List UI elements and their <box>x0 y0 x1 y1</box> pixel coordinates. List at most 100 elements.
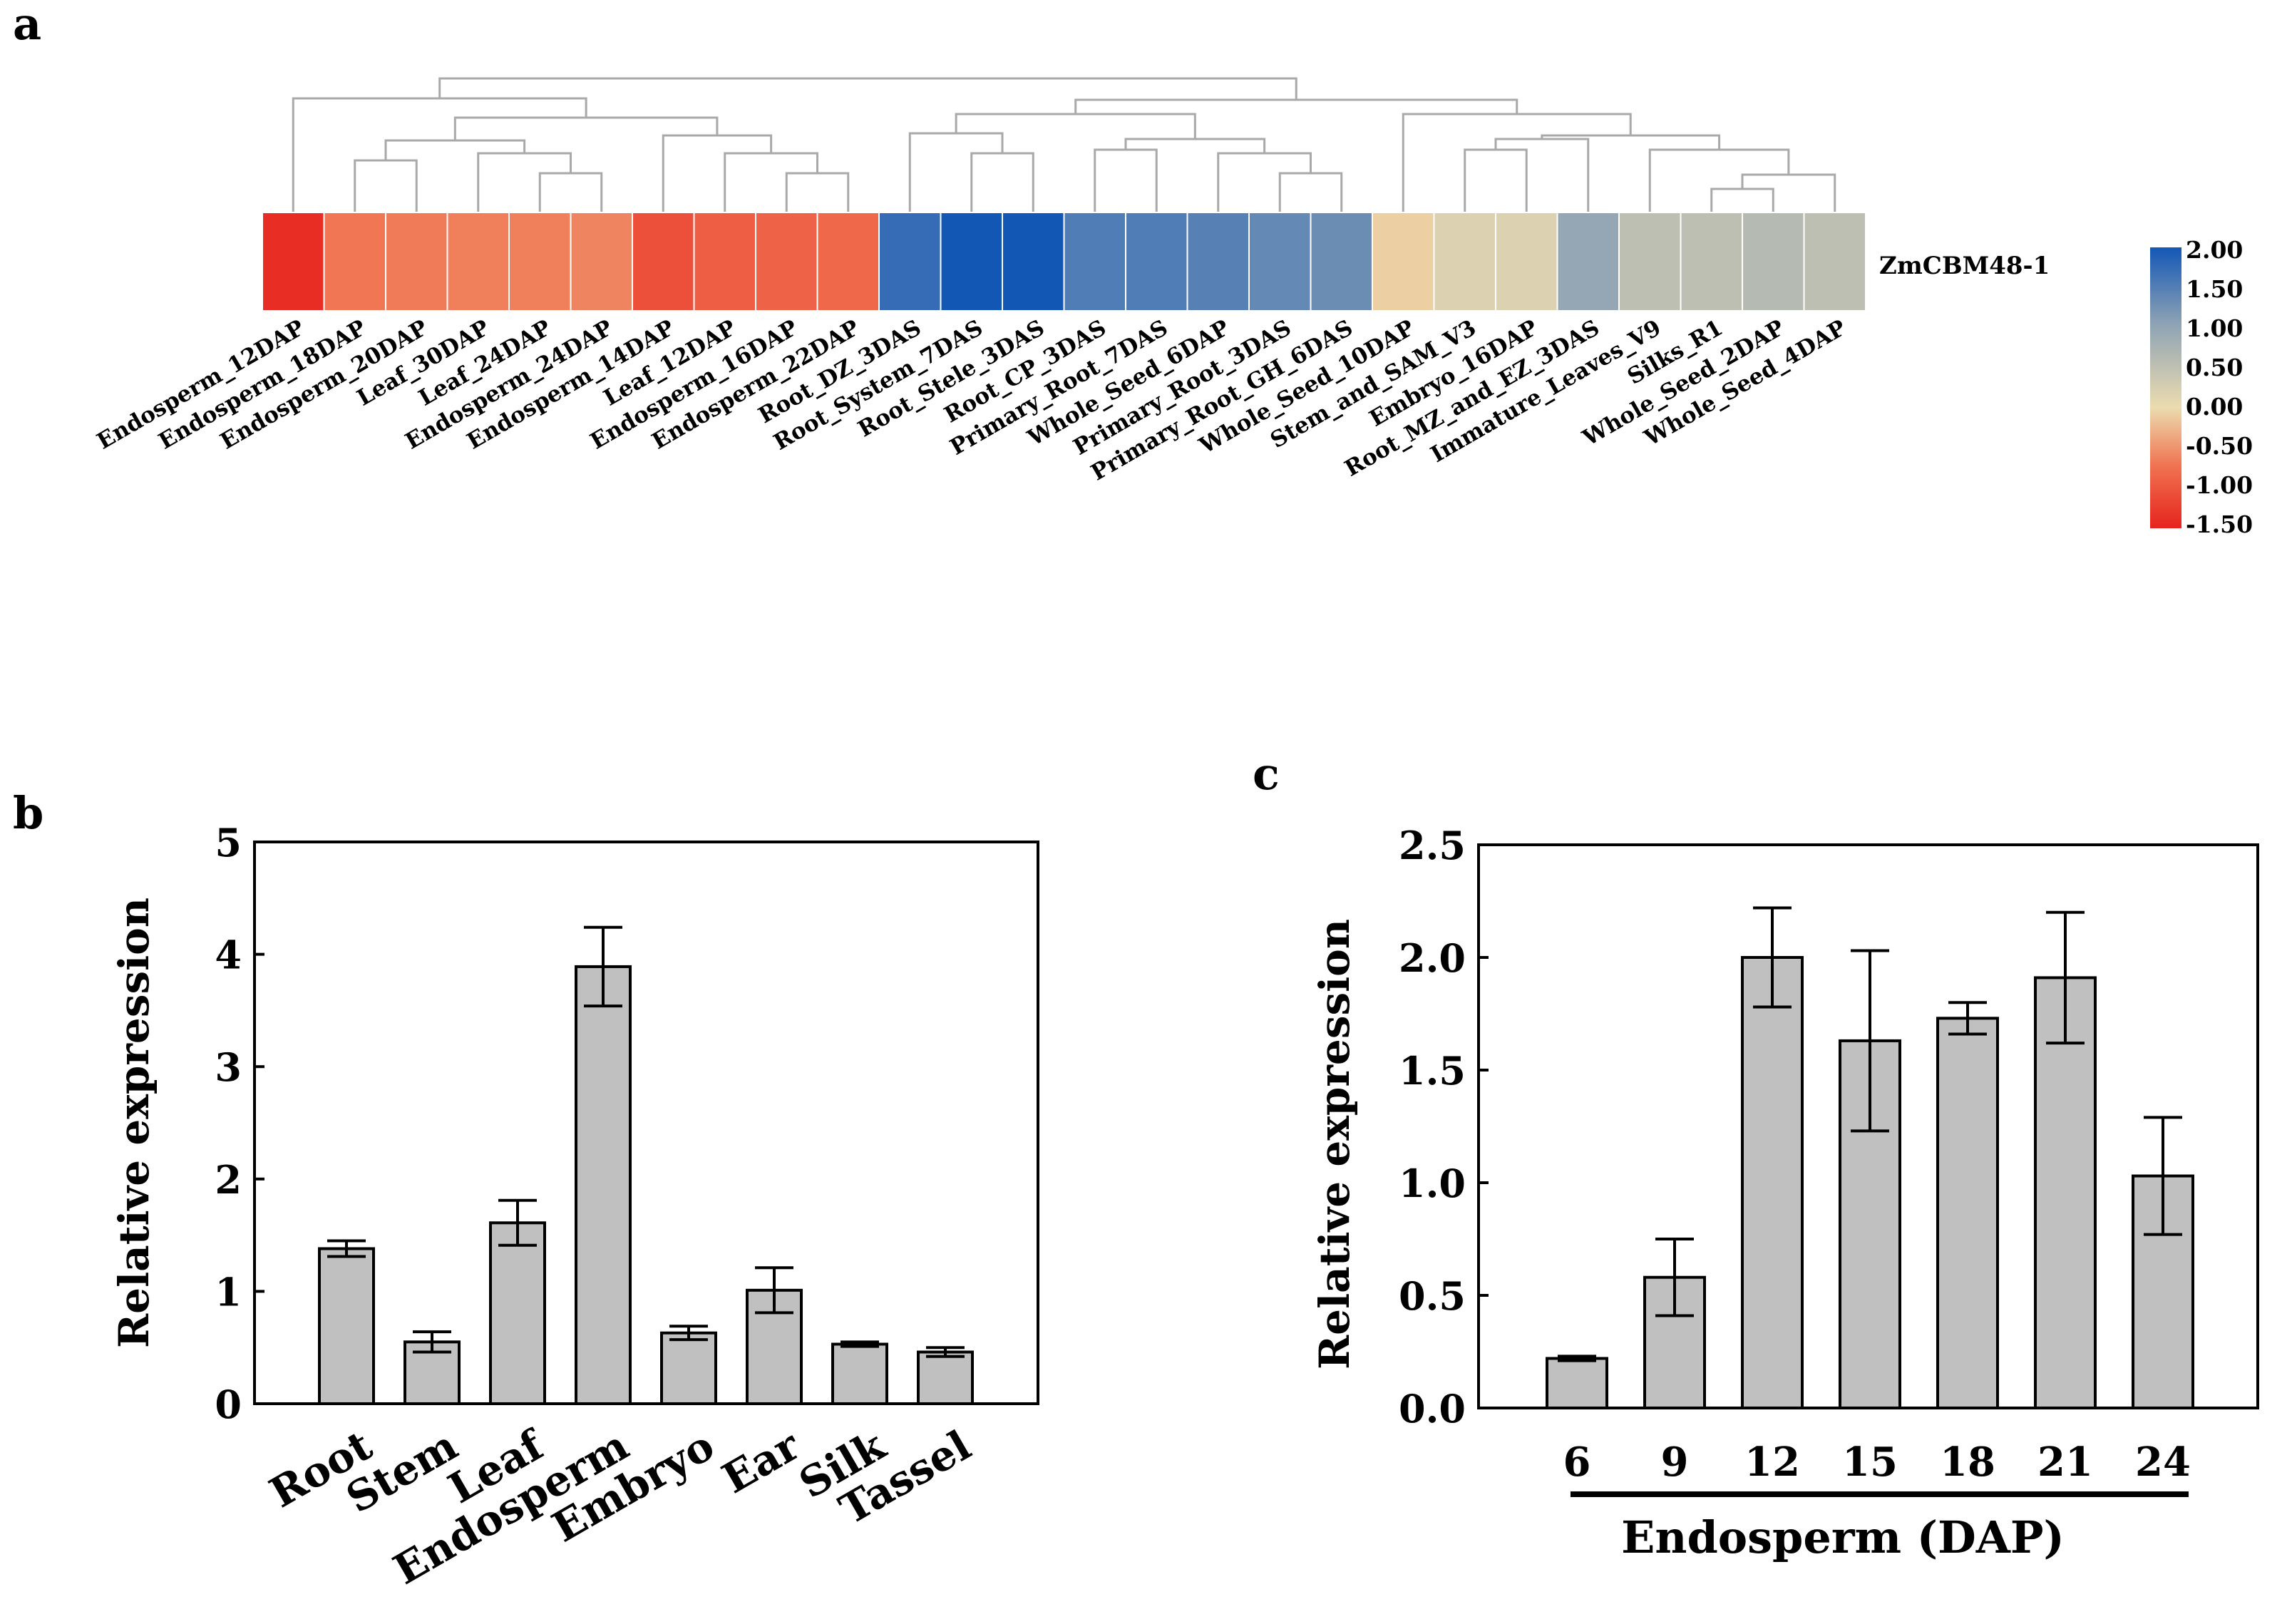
heatmap-cell <box>385 212 448 312</box>
dendrogram-branch <box>438 77 1297 100</box>
colorbar-gradient <box>2150 247 2181 528</box>
bar <box>1936 1017 1999 1409</box>
y-tick-label: 5 <box>215 820 242 865</box>
dendrogram-branch <box>785 172 850 212</box>
colorbar-tick-label: 2.00 <box>2186 236 2243 264</box>
bar <box>917 1350 974 1406</box>
dendrogram-branch <box>384 139 526 160</box>
bar <box>318 1247 375 1405</box>
dendrogram-branch <box>908 132 1004 212</box>
error-bar <box>1851 949 1889 1133</box>
error-bar <box>2144 1116 2182 1236</box>
dendrogram-branch <box>453 116 719 140</box>
colorbar-tick-label: -1.50 <box>2186 510 2253 538</box>
x-tick-label: 21 <box>2037 1439 2093 1486</box>
panel-label-a: a <box>13 0 41 50</box>
y-tick-label: 0 <box>215 1382 242 1427</box>
bar <box>489 1221 546 1406</box>
y-axis-b: 0 1 2 3 4 5 <box>215 820 264 1427</box>
heatmap-cell <box>632 212 695 312</box>
x-tick-labels-c: 6 9 12 15 18 21 24 <box>1563 1439 2191 1486</box>
y-axis-c: 0.0 0.5 1.0 1.5 2.0 2.5 <box>1399 823 1489 1432</box>
colorbar-tick-label: 0.00 <box>2186 393 2243 421</box>
heatmap-cell <box>508 212 572 312</box>
y-tick-label: 4 <box>215 932 242 978</box>
error-bar <box>1655 1238 1694 1317</box>
error-bar <box>669 1325 708 1342</box>
x-tick-label: 24 <box>2135 1439 2191 1486</box>
heatmap-cell <box>940 212 1003 312</box>
colorbar-tick-label: 1.00 <box>2186 314 2243 342</box>
dendrogram-branch <box>724 152 818 212</box>
heatmap-cell <box>816 212 880 312</box>
dendrogram-branch <box>1124 138 1266 153</box>
error-bar <box>2046 910 2085 1045</box>
y-tick-label: 0.5 <box>1399 1273 1466 1319</box>
x-tick-label: 9 <box>1661 1439 1689 1486</box>
heatmap-panel: ZmCBM48-1 Endosperm_12DAPEndosperm_18DAP… <box>93 77 2253 538</box>
y-tick-label: 1 <box>215 1269 242 1315</box>
heatmap-cell <box>878 212 942 312</box>
dendrogram-branch <box>1217 152 1312 212</box>
error-bar <box>498 1198 537 1247</box>
error-bar <box>841 1340 879 1348</box>
colorbar-tick-label: -1.00 <box>2186 471 2253 499</box>
y-tick-label: 0.0 <box>1399 1386 1466 1432</box>
dendrogram-branch <box>538 172 603 212</box>
heatmap-cell <box>1556 212 1620 312</box>
dendrogram-branch <box>970 152 1034 212</box>
gene-label: ZmCBM48-1 <box>1879 252 2050 280</box>
heatmap-cell <box>1803 212 1866 312</box>
x-tick-label: 18 <box>1940 1439 1995 1486</box>
dendrogram-branch <box>1541 134 1721 150</box>
dendrogram <box>292 77 1836 212</box>
sample-labels: Endosperm_12DAPEndosperm_18DAPEndosperm_… <box>93 315 1851 486</box>
x-tick-label: Ear <box>714 1421 809 1504</box>
colorbar-tick-label: 1.50 <box>2186 275 2243 303</box>
error-bar <box>755 1266 793 1315</box>
bar <box>575 965 632 1406</box>
y-tick-label: 2.5 <box>1399 823 1466 868</box>
error-bar <box>327 1239 366 1258</box>
error-bar <box>1558 1355 1596 1362</box>
panel-label-b: b <box>13 787 43 839</box>
heatmap-cell <box>323 212 386 312</box>
error-bar <box>1948 1001 1987 1036</box>
heatmap-cell <box>755 212 818 312</box>
dendrogram-branch <box>1278 172 1343 212</box>
bar <box>660 1331 717 1406</box>
dendrogram-branch <box>1648 148 1790 212</box>
error-bar <box>926 1346 965 1358</box>
dendrogram-branch <box>1094 148 1158 212</box>
x-tick-label: 12 <box>1744 1439 1800 1486</box>
heatmap-cell <box>1186 212 1250 312</box>
x-tick-label: 6 <box>1563 1439 1591 1486</box>
dendrogram-branch <box>354 159 418 212</box>
y-tick-label: 1.0 <box>1399 1161 1466 1206</box>
bar <box>1546 1357 1608 1409</box>
x-axis-label-c: Endosperm (DAP) <box>1621 1511 2065 1563</box>
error-bar <box>1753 906 1792 1009</box>
heatmap-cell <box>1618 212 1682 312</box>
x-tick-label: 15 <box>1842 1439 1898 1486</box>
heatmap-cell <box>1248 212 1312 312</box>
heatmap-cells <box>262 212 1866 312</box>
colorbar-tick-label: -0.50 <box>2186 432 2253 460</box>
bars-b <box>318 925 974 1406</box>
y-tick-label: 2.0 <box>1399 935 1466 981</box>
dendrogram-branch <box>292 97 587 212</box>
heatmap-cell <box>446 212 510 312</box>
y-tick-label: 2 <box>215 1157 242 1203</box>
y-tick-label: 3 <box>215 1044 242 1090</box>
bar-chart-c: 0.0 0.5 1.0 1.5 2.0 2.5 6 9 12 15 18 21 24 Endosper… <box>1310 823 2259 1563</box>
heatmap-cell <box>1310 212 1373 312</box>
error-bar <box>413 1330 451 1354</box>
dendrogram-branch <box>1074 98 1518 114</box>
y-axis-label-b: Relative expression <box>110 898 158 1348</box>
heatmap-cell <box>693 212 756 312</box>
heatmap-cell <box>1742 212 1805 312</box>
bars-c <box>1546 906 2194 1410</box>
bar-chart-b: 0 1 2 3 4 5 RootStemLeafEndospermEmbryoEarSil… <box>110 820 1039 1594</box>
heatmap-cell <box>1002 212 1065 312</box>
heatmap-cell <box>1372 212 1435 312</box>
